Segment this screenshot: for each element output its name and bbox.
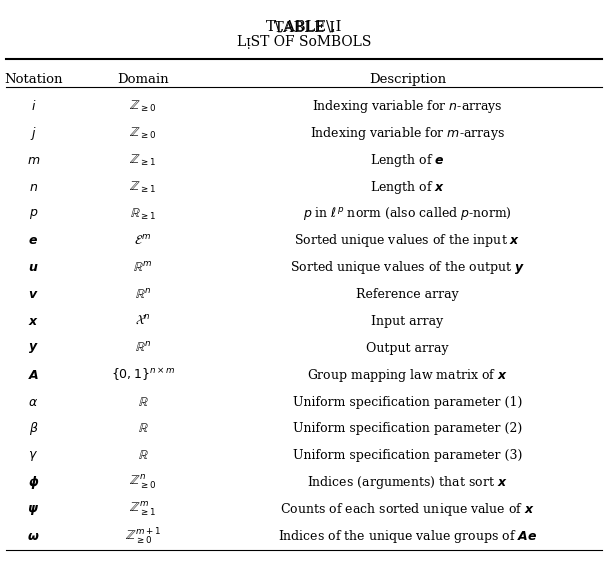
Text: T\,ABLE\,I: T\,ABLE\,I bbox=[266, 20, 342, 34]
Text: Uniform specification parameter (3): Uniform specification parameter (3) bbox=[292, 450, 522, 462]
Text: $\mathbb{Z}_{\geq 1}$: $\mathbb{Z}_{\geq 1}$ bbox=[130, 153, 156, 168]
Text: Sorted unique values of the output $\boldsymbol{y}$: Sorted unique values of the output $\bol… bbox=[290, 259, 525, 276]
Text: LᴉST OF SᴏMBOLS: LᴉST OF SᴏMBOLS bbox=[237, 35, 371, 49]
Text: $\mathbb{R}^n$: $\mathbb{R}^n$ bbox=[135, 341, 151, 355]
Text: $i$: $i$ bbox=[31, 99, 36, 113]
Text: $\mathcal{E}^m$: $\mathcal{E}^m$ bbox=[134, 234, 151, 248]
Text: $\boldsymbol{\omega}$: $\boldsymbol{\omega}$ bbox=[27, 530, 40, 543]
Text: $\beta$: $\beta$ bbox=[29, 421, 38, 438]
Text: $\gamma$: $\gamma$ bbox=[29, 449, 38, 463]
Text: $\{0,1\}^{n\times m}$: $\{0,1\}^{n\times m}$ bbox=[111, 367, 175, 384]
Text: $\mathbb{R}^m$: $\mathbb{R}^m$ bbox=[133, 261, 153, 275]
Text: Indices of the unique value groups of $\boldsymbol{Ae}$: Indices of the unique value groups of $\… bbox=[278, 528, 537, 545]
Text: $p$: $p$ bbox=[29, 207, 38, 221]
Text: $m$: $m$ bbox=[27, 154, 40, 167]
Text: Description: Description bbox=[369, 73, 446, 86]
Text: $\mathbb{R}^n$: $\mathbb{R}^n$ bbox=[135, 288, 151, 302]
Text: $\mathbb{Z}_{\geq 0}^{n}$: $\mathbb{Z}_{\geq 0}^{n}$ bbox=[130, 474, 156, 491]
Text: TABLE I: TABLE I bbox=[274, 21, 334, 35]
Text: Reference array: Reference array bbox=[356, 288, 458, 301]
Text: $\mathbb{Z}_{\geq 1}$: $\mathbb{Z}_{\geq 1}$ bbox=[130, 179, 156, 195]
Text: $\boldsymbol{e}$: $\boldsymbol{e}$ bbox=[29, 235, 38, 248]
Text: $\mathbb{Z}_{\geq 0}^{m+1}$: $\mathbb{Z}_{\geq 0}^{m+1}$ bbox=[125, 526, 161, 547]
Text: $\boldsymbol{\psi}$: $\boldsymbol{\psi}$ bbox=[27, 503, 40, 517]
Text: $\mathbb{Z}_{\geq 1}^{m}$: $\mathbb{Z}_{\geq 1}^{m}$ bbox=[130, 501, 156, 518]
Text: $j$: $j$ bbox=[30, 125, 37, 142]
Text: $\boldsymbol{u}$: $\boldsymbol{u}$ bbox=[28, 261, 39, 274]
Text: $\boldsymbol{x}$: $\boldsymbol{x}$ bbox=[28, 315, 39, 328]
Text: Sorted unique values of the input $\boldsymbol{x}$: Sorted unique values of the input $\bold… bbox=[294, 232, 520, 249]
Text: $\boldsymbol{y}$: $\boldsymbol{y}$ bbox=[28, 341, 39, 355]
Text: Counts of each sorted unique value of $\boldsymbol{x}$: Counts of each sorted unique value of $\… bbox=[280, 501, 535, 518]
Text: Uniform specification parameter (2): Uniform specification parameter (2) bbox=[292, 422, 522, 435]
Text: $\mathbb{Z}_{\geq 0}$: $\mathbb{Z}_{\geq 0}$ bbox=[130, 99, 156, 114]
Text: Length of $\boldsymbol{x}$: Length of $\boldsymbol{x}$ bbox=[370, 179, 445, 196]
Text: Length of $\boldsymbol{e}$: Length of $\boldsymbol{e}$ bbox=[370, 152, 445, 169]
Text: $\mathbb{R}$: $\mathbb{R}$ bbox=[137, 395, 148, 408]
Text: $\boldsymbol{\phi}$: $\boldsymbol{\phi}$ bbox=[28, 474, 39, 491]
Text: Input array: Input array bbox=[371, 315, 443, 328]
Text: $\alpha$: $\alpha$ bbox=[29, 395, 38, 408]
Text: Indexing variable for $n$-arrays: Indexing variable for $n$-arrays bbox=[312, 98, 503, 115]
Text: Indices (arguments) that sort $\boldsymbol{x}$: Indices (arguments) that sort $\boldsymb… bbox=[307, 474, 508, 491]
Text: $\mathbb{R}$: $\mathbb{R}$ bbox=[137, 450, 148, 462]
Text: $p$ in $\ell^p$ norm (also called $p$-norm): $p$ in $\ell^p$ norm (also called $p$-no… bbox=[303, 205, 512, 222]
Text: Group mapping law matrix of $\boldsymbol{x}$: Group mapping law matrix of $\boldsymbol… bbox=[307, 367, 508, 384]
Text: $\boldsymbol{v}$: $\boldsymbol{v}$ bbox=[28, 288, 39, 301]
Text: Uniform specification parameter (1): Uniform specification parameter (1) bbox=[292, 395, 522, 408]
Text: $n$: $n$ bbox=[29, 180, 38, 193]
Text: $\mathcal{X}^n$: $\mathcal{X}^n$ bbox=[135, 315, 151, 328]
Text: Indexing variable for $m$-arrays: Indexing variable for $m$-arrays bbox=[310, 125, 505, 142]
Text: $\mathbb{R}$: $\mathbb{R}$ bbox=[137, 422, 148, 435]
Text: Domain: Domain bbox=[117, 73, 168, 86]
Text: $\boldsymbol{A}$: $\boldsymbol{A}$ bbox=[28, 369, 39, 382]
Text: $\mathbb{R}_{\geq 1}$: $\mathbb{R}_{\geq 1}$ bbox=[130, 206, 156, 222]
Text: Notation: Notation bbox=[4, 73, 63, 86]
Text: Output array: Output array bbox=[366, 342, 449, 355]
Text: $\mathbb{Z}_{\geq 0}$: $\mathbb{Z}_{\geq 0}$ bbox=[130, 126, 156, 141]
